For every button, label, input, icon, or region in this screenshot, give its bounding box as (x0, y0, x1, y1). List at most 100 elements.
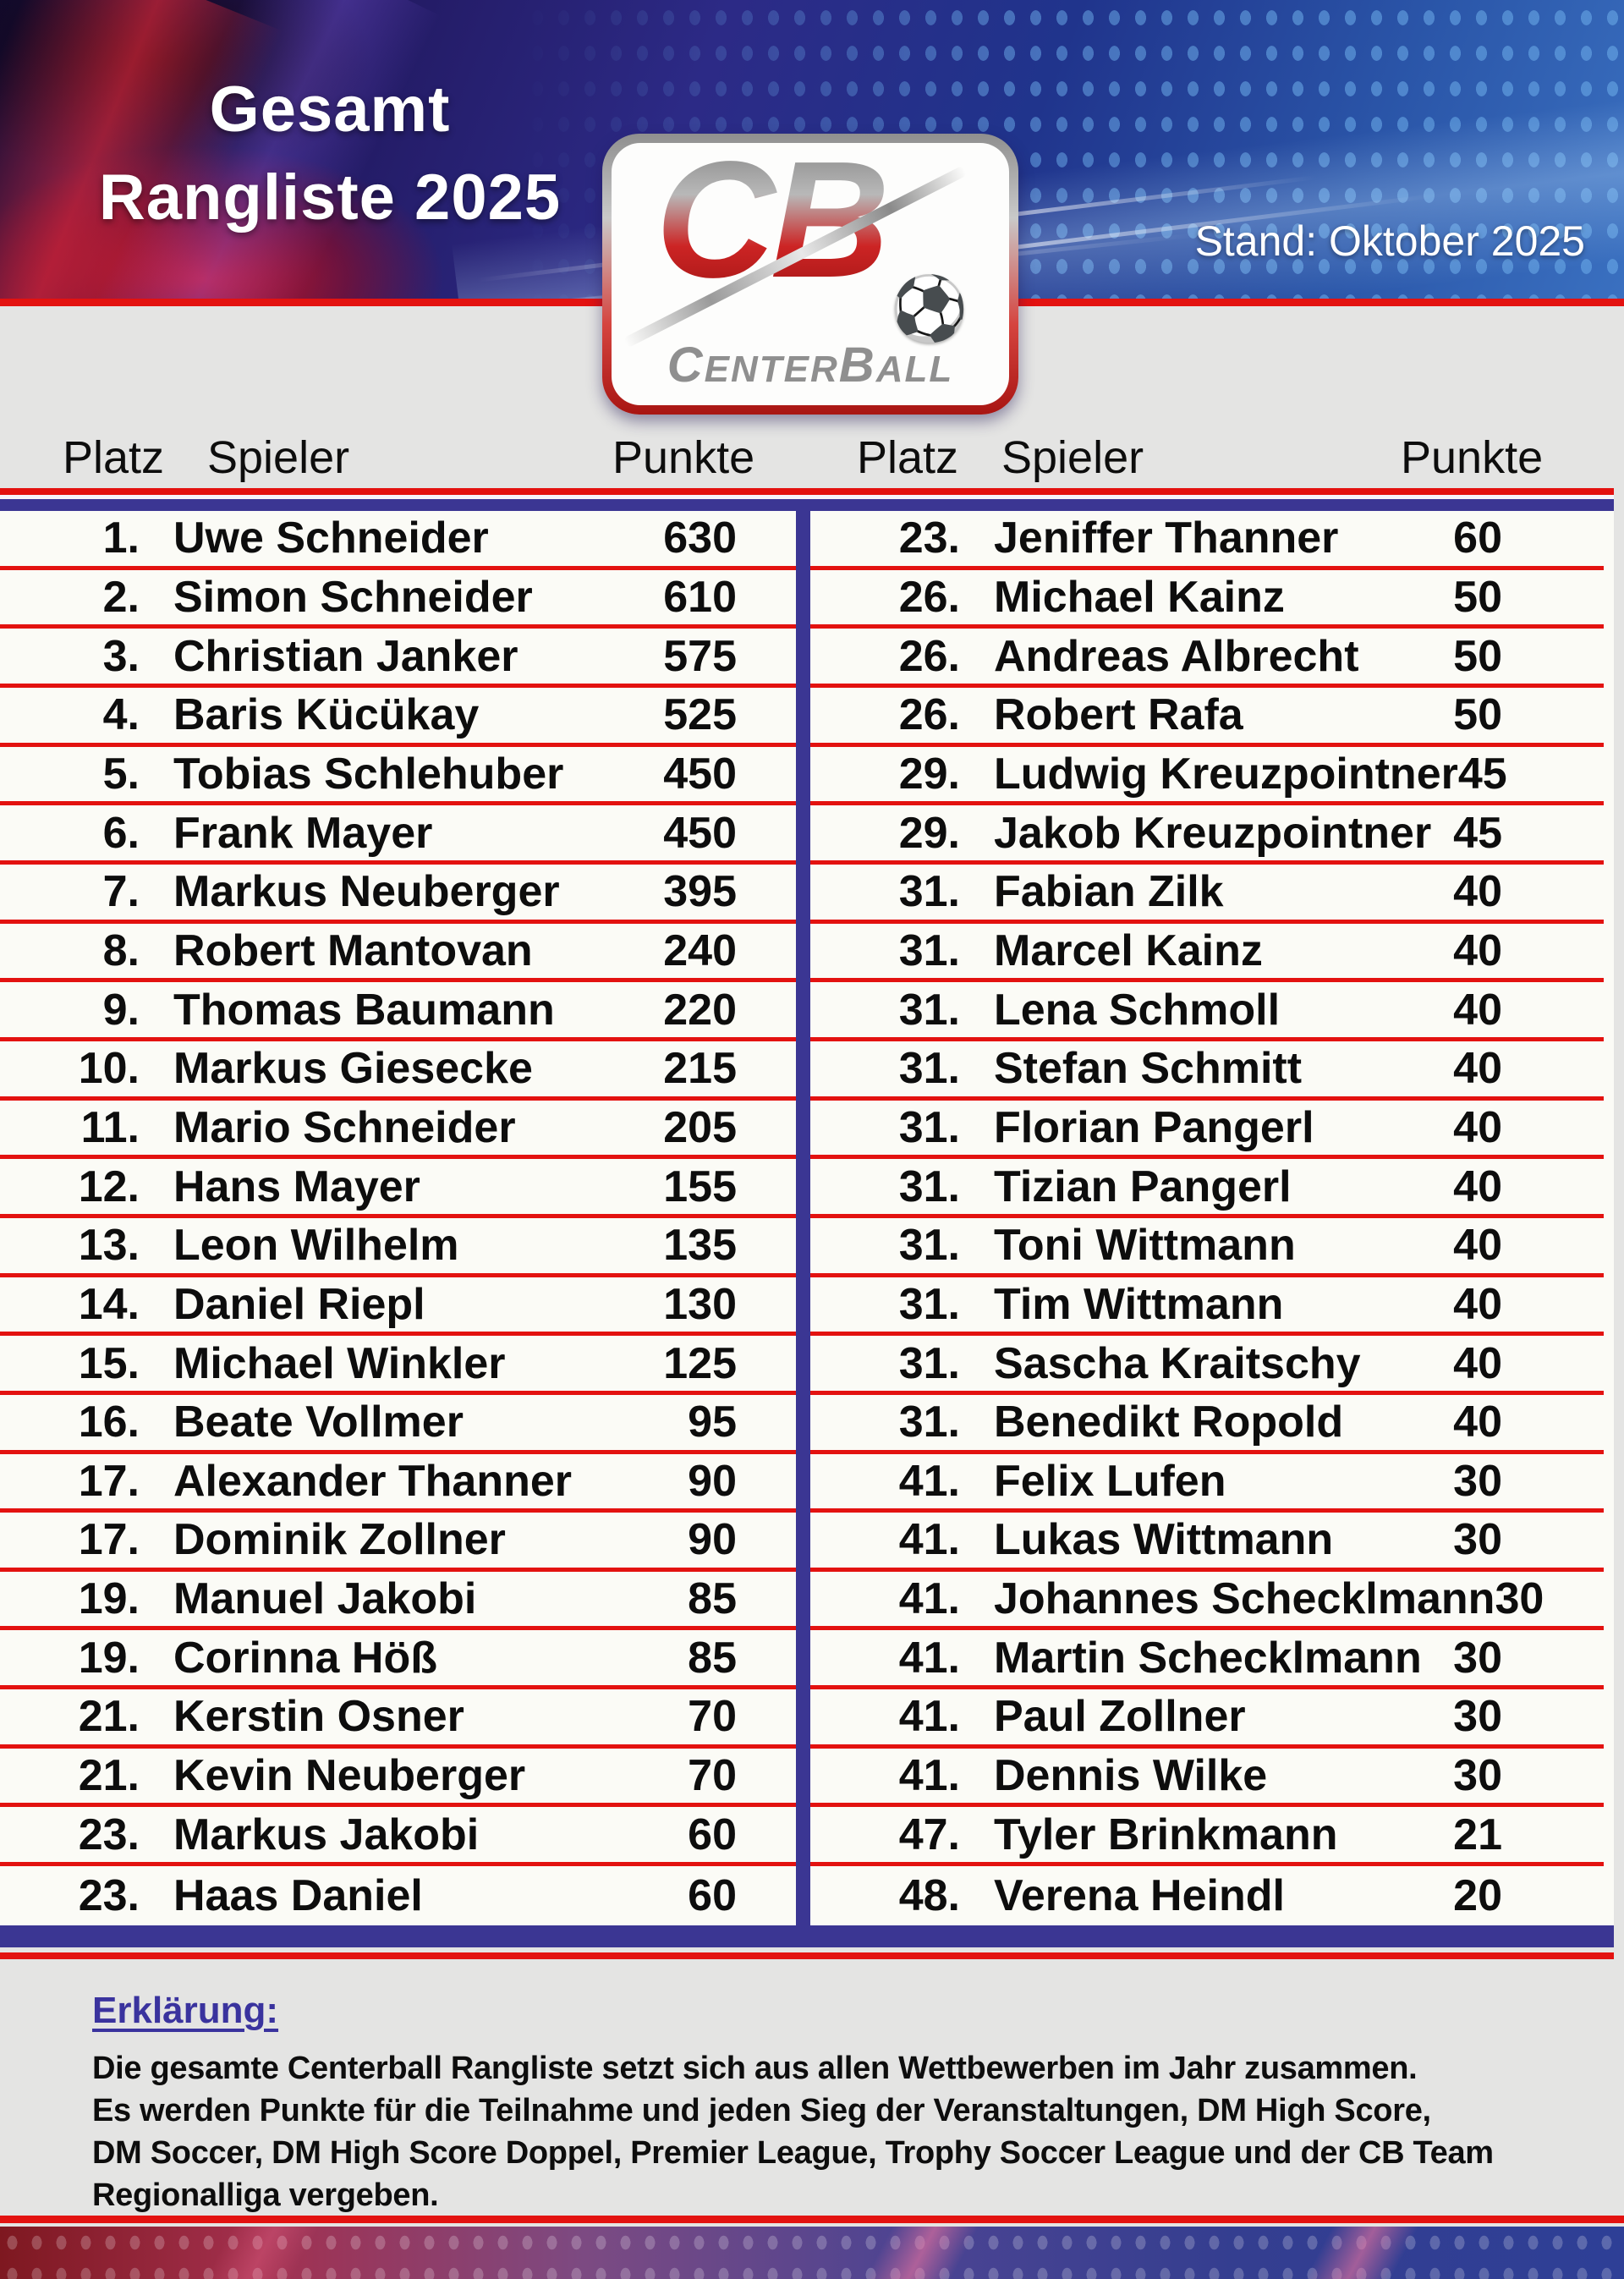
rank-cell: 31. (898, 1161, 960, 1211)
points-cell: 90 (688, 1515, 737, 1565)
ranking-row: 15. Michael Winkler 125 (0, 1336, 796, 1395)
points-cell: 155 (663, 1161, 737, 1211)
player-cell: Benedikt Ropold (994, 1398, 1344, 1447)
column-header-spieler-right: Spieler (1001, 432, 1144, 483)
footer-banner (0, 2227, 1624, 2279)
ranking-row: 31. Tim Wittmann 40 (810, 1277, 1604, 1337)
player-cell: Paul Zollner (994, 1692, 1246, 1742)
rank-cell: 17. (78, 1456, 140, 1506)
points-cell: 45 (1453, 808, 1502, 858)
soccer-ball-icon: ⚽ (890, 272, 968, 345)
wordmark-part-center: Center (667, 338, 839, 393)
ranking-row: 41. Lukas Wittmann 30 (810, 1513, 1604, 1572)
player-cell: Tizian Pangerl (994, 1161, 1292, 1211)
points-cell: 125 (663, 1338, 737, 1388)
player-cell: Markus Jakobi (173, 1809, 480, 1859)
rank-cell: 29. (898, 749, 960, 799)
points-cell: 450 (663, 808, 737, 858)
points-cell: 130 (663, 1279, 737, 1329)
ranking-row: 5. Tobias Schlehuber 450 (0, 747, 796, 806)
player-cell: Christian Janker (173, 631, 518, 681)
table-bottom-red-rule (0, 1952, 1614, 1959)
wordmark-part-ball: Ball (838, 338, 954, 393)
ranking-row: 31. Florian Pangerl 40 (810, 1101, 1604, 1160)
points-cell: 50 (1453, 572, 1502, 622)
rank-cell: 23. (78, 1870, 140, 1920)
explanation-line: Die gesamte Centerball Rangliste setzt s… (92, 2051, 1418, 2086)
status-date-label: Stand: Oktober 2025 (1194, 217, 1585, 265)
player-cell: Corinna Höß (173, 1633, 437, 1683)
points-cell: 21 (1453, 1809, 1502, 1859)
player-cell: Tobias Schlehuber (173, 749, 564, 799)
points-cell: 30 (1453, 1751, 1502, 1801)
points-cell: 240 (663, 925, 737, 975)
rank-cell: 14. (78, 1279, 140, 1329)
player-cell: Tyler Brinkmann (994, 1809, 1338, 1859)
player-cell: Andreas Albrecht (994, 631, 1359, 681)
rank-cell: 41. (898, 1692, 960, 1742)
centerball-wordmark: CenterBall (612, 337, 1009, 393)
rank-cell: 16. (78, 1398, 140, 1447)
points-cell: 40 (1453, 1044, 1502, 1094)
ranking-row: 41. Felix Lufen 30 (810, 1454, 1604, 1513)
ranking-row: 12. Hans Mayer 155 (0, 1159, 796, 1218)
points-cell: 30 (1453, 1633, 1502, 1683)
ranking-row: 21. Kevin Neuberger 70 (0, 1749, 796, 1808)
player-cell: Lukas Wittmann (994, 1515, 1334, 1565)
column-header-platz-right: Platz (857, 432, 959, 483)
player-cell: Martin Schecklmann (994, 1633, 1422, 1683)
points-cell: 70 (688, 1751, 737, 1801)
ranking-row: 26. Michael Kainz 50 (810, 570, 1604, 629)
rank-cell: 21. (78, 1751, 140, 1801)
player-cell: Sascha Kraitschy (994, 1338, 1361, 1388)
ranking-row: 41. Martin Schecklmann 30 (810, 1630, 1604, 1690)
page-title-line2: Rangliste 2025 (98, 162, 562, 233)
player-cell: Jakob Kreuzpointner (994, 808, 1432, 858)
ranking-row: 19. Corinna Höß 85 (0, 1630, 796, 1690)
table-top-red-rule (0, 488, 1614, 495)
rank-cell: 23. (898, 513, 960, 563)
rank-cell: 3. (102, 631, 140, 681)
footer-red-rule (0, 2216, 1624, 2223)
player-cell: Kevin Neuberger (173, 1751, 526, 1801)
player-cell: Manuel Jakobi (173, 1574, 477, 1624)
player-cell: Markus Giesecke (173, 1044, 533, 1094)
rank-cell: 4. (102, 690, 140, 740)
rank-cell: 41. (898, 1515, 960, 1565)
player-cell: Robert Mantovan (173, 925, 533, 975)
rank-cell: 15. (78, 1338, 140, 1388)
rank-cell: 6. (102, 808, 140, 858)
ranking-row: 6. Frank Mayer 450 (0, 805, 796, 865)
ranking-row: 21. Kerstin Osner 70 (0, 1689, 796, 1749)
ranking-row: 41. Paul Zollner 30 (810, 1689, 1604, 1749)
player-cell: Michael Winkler (173, 1338, 506, 1388)
ranking-row: 1. Uwe Schneider 630 (0, 511, 796, 570)
player-cell: Leon Wilhelm (173, 1221, 459, 1271)
points-cell: 85 (688, 1633, 737, 1683)
player-cell: Kerstin Osner (173, 1692, 464, 1742)
player-cell: Stefan Schmitt (994, 1044, 1303, 1094)
centerball-logo: CB ⚽ CenterBall (602, 134, 1018, 415)
rank-cell: 7. (102, 867, 140, 917)
points-cell: 40 (1453, 1102, 1502, 1152)
player-cell: Robert Rafa (994, 690, 1243, 740)
page-title: Gesamt Rangliste 2025 (51, 66, 609, 242)
rank-cell: 31. (898, 1398, 960, 1447)
player-cell: Frank Mayer (173, 808, 433, 858)
ranking-row: 26. Andreas Albrecht 50 (810, 629, 1604, 688)
rank-cell: 29. (898, 808, 960, 858)
player-cell: Lena Schmoll (994, 985, 1281, 1035)
points-cell: 60 (688, 1809, 737, 1859)
rank-cell: 13. (78, 1221, 140, 1271)
explanation-line: Regionalliga vergeben. (92, 2177, 439, 2213)
ranking-row: 2. Simon Schneider 610 (0, 570, 796, 629)
rank-cell: 26. (898, 631, 960, 681)
ranking-row: 31. Stefan Schmitt 40 (810, 1041, 1604, 1101)
player-cell: Jeniffer Thanner (994, 513, 1339, 563)
rank-cell: 41. (898, 1751, 960, 1801)
points-cell: 50 (1453, 631, 1502, 681)
points-cell: 205 (663, 1102, 737, 1152)
ranking-table-right-column: 23. Jeniffer Thanner 60 26. Michael Kainz 50 2… (810, 511, 1604, 1925)
rank-cell: 31. (898, 1221, 960, 1271)
